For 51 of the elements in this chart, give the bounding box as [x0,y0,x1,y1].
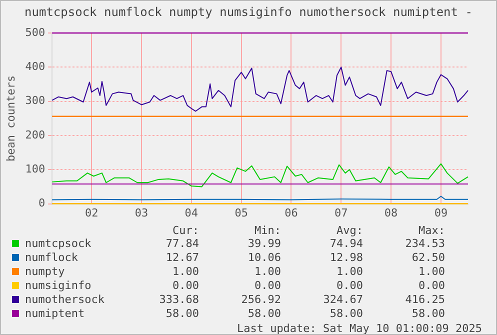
text: 0.00 [336,279,364,293]
y-tick-label: 500 [25,26,46,39]
legend-label: numothersock [24,293,106,307]
y-tick-label: 0 [38,196,46,210]
text: 12.98 [328,251,364,265]
text: Min: [254,224,282,237]
text: Last update: Sat May 10 01:00:09 2025 [236,322,483,335]
y-tick-label: 200 [25,128,46,142]
x-tick-label: 04 [184,206,198,220]
text: 1.00 [336,265,364,279]
text: 39.99 [246,237,282,251]
text: 58.00 [164,307,200,321]
text: 74.94 [328,237,364,251]
x-tick-label: 09 [434,206,448,220]
x-tick-label: 05 [234,206,248,220]
legend-label: numpty [24,265,66,279]
text: 10.06 [246,251,282,265]
text: 234.53 [404,237,446,251]
x-tick-label: 02 [84,206,98,220]
text: 77.84 [164,237,200,251]
x-tick-label: 03 [134,206,148,220]
legend-label: numflock [24,251,79,265]
x-tick-label: 08 [384,206,398,220]
text: 1.00 [172,265,200,279]
text: 333.68 [158,293,200,307]
text: 1.00 [254,265,282,279]
text: 58.00 [328,307,364,321]
text: 256.92 [240,293,282,307]
y-tick-label: 300 [25,94,46,108]
text: Cur: [172,224,200,237]
chart-title: numtcpsock numflock numpty numsiginfo numothersock numiptent - [24,4,474,21]
text: 62.50 [410,251,446,265]
text: 58.00 [246,307,282,321]
y-tick-label: 100 [25,162,46,176]
x-tick-label: 07 [334,206,348,220]
y-tick-label: 400 [25,60,46,74]
text: 324.67 [322,293,364,307]
x-tick-label: 06 [284,206,298,220]
text: 416.25 [404,293,446,307]
text: 12.67 [164,251,200,265]
text: 0.00 [172,279,200,293]
y-axis-title: bean counters [4,75,18,162]
text: Max: [418,224,446,237]
text: Avg: [336,224,364,237]
text: 1.00 [418,265,446,279]
legend-label: numiptent [24,307,86,321]
text: 0.00 [254,279,282,293]
text: 58.00 [410,307,446,321]
legend-label: numsiginfo [24,279,92,293]
text: 0.00 [418,279,446,293]
legend-label: numtcpsock [24,237,92,251]
